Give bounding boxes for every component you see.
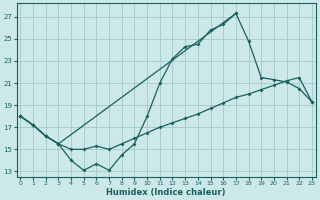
X-axis label: Humidex (Indice chaleur): Humidex (Indice chaleur): [107, 188, 226, 197]
